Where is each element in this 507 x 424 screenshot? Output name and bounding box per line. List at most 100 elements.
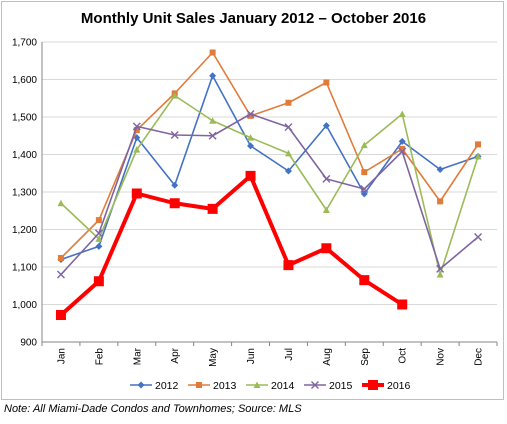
data-point — [171, 181, 179, 189]
x-tick-label: Jan — [56, 348, 67, 364]
data-point — [247, 134, 255, 141]
line-chart: 900 1,000 1,100 1,200 1,300 1,400 1,500 1,600 1,… — [12, 38, 498, 392]
legend-item-2015: 2015 — [304, 380, 353, 392]
data-point — [283, 260, 294, 271]
legend-marker — [368, 380, 378, 390]
data-point — [57, 199, 65, 207]
legend-marker — [137, 381, 145, 389]
x-tick-label: Jul — [284, 348, 295, 361]
legend-label: 2013 — [213, 380, 237, 392]
y-tick-label: 1,100 — [12, 263, 37, 274]
data-point — [321, 243, 332, 254]
legend-item-2013: 2013 — [188, 380, 237, 392]
data-point — [399, 145, 406, 152]
data-point — [133, 146, 141, 153]
series-2015 — [56, 110, 483, 279]
y-tick-label: 1,500 — [12, 113, 37, 124]
data-point — [57, 255, 64, 261]
y-tick-label: 900 — [20, 338, 37, 349]
x-tick-label: Sep — [360, 348, 371, 366]
data-point — [284, 167, 292, 175]
x-axis-ticks: Jan Feb Mar Apr May Jun Jul Aug Sep Oct Nov Dec — [56, 347, 484, 367]
data-point — [436, 166, 444, 173]
data-point — [284, 123, 293, 132]
data-point — [207, 203, 218, 214]
legend-label: 2015 — [329, 380, 353, 392]
data-point — [95, 235, 103, 242]
legend-marker — [196, 382, 202, 388]
data-point — [247, 142, 255, 150]
data-point — [132, 122, 141, 131]
data-point — [474, 152, 482, 160]
data-point — [436, 271, 444, 278]
source-note: Note: All Miami-Dade Condos and Townhome… — [4, 403, 302, 415]
legend-marker — [311, 381, 319, 389]
y-tick-label: 1,700 — [12, 38, 37, 49]
series-2016 — [55, 170, 408, 320]
data-point — [133, 127, 140, 134]
x-tick-label: Jun — [246, 348, 257, 364]
data-point — [95, 242, 103, 250]
series-lines — [55, 49, 483, 320]
series-line — [60, 94, 479, 276]
series-line — [60, 113, 479, 276]
data-point — [169, 198, 180, 209]
data-point — [475, 141, 482, 148]
x-tick-label: Aug — [322, 348, 333, 366]
data-point — [285, 99, 292, 106]
axes — [41, 42, 498, 346]
data-point — [397, 299, 408, 310]
legend-label: 2014 — [271, 380, 295, 392]
data-point — [437, 198, 444, 205]
legend-marker — [253, 381, 261, 388]
legend-item-2012: 2012 — [130, 380, 179, 392]
data-point — [246, 110, 255, 118]
series-2014 — [57, 92, 482, 278]
y-tick-label: 1,200 — [12, 225, 37, 236]
x-tick-label: Mar — [132, 347, 143, 365]
data-point — [360, 185, 369, 193]
data-point — [209, 49, 216, 56]
data-point — [322, 206, 330, 213]
data-point — [171, 92, 179, 99]
x-tick-label: Apr — [170, 347, 181, 363]
data-point — [56, 270, 65, 279]
x-tick-label: Nov — [436, 348, 447, 366]
data-point — [209, 72, 217, 80]
data-point — [322, 122, 330, 130]
series-2012 — [57, 72, 482, 263]
data-point — [131, 188, 142, 199]
legend-item-2016: 2016 — [362, 380, 411, 392]
y-tick-label: 1,000 — [12, 300, 37, 311]
data-point — [95, 217, 102, 224]
series-line — [60, 74, 479, 261]
data-point — [55, 310, 66, 320]
data-point — [436, 264, 445, 273]
data-point — [245, 170, 256, 181]
data-point — [359, 275, 370, 286]
data-point — [322, 174, 331, 183]
data-point — [94, 229, 103, 238]
legend-label: 2012 — [155, 380, 179, 392]
data-point — [323, 79, 330, 86]
data-point — [247, 112, 254, 119]
data-point — [474, 233, 483, 241]
data-point — [170, 131, 179, 139]
chart-title: Monthly Unit Sales January 2012 – Octobe… — [80, 10, 427, 27]
legend: 2012 2013 2014 2015 2016 — [130, 380, 411, 392]
data-point — [93, 276, 104, 287]
y-tick-label: 1,300 — [12, 188, 37, 199]
data-point — [360, 190, 368, 198]
chart-frame — [1, 1, 504, 400]
data-point — [398, 147, 407, 156]
x-tick-label: Dec — [474, 348, 485, 366]
data-point — [361, 169, 368, 176]
y-axis-ticks: 900 1,000 1,100 1,200 1,300 1,400 1,500 1,600 1,… — [12, 38, 37, 349]
x-tick-label: May — [208, 348, 219, 367]
y-tick-label: 1,600 — [12, 75, 37, 86]
data-point — [208, 131, 217, 140]
data-point — [360, 141, 368, 149]
series-line — [59, 173, 404, 317]
legend-item-2014: 2014 — [246, 380, 295, 392]
data-point — [398, 137, 406, 145]
